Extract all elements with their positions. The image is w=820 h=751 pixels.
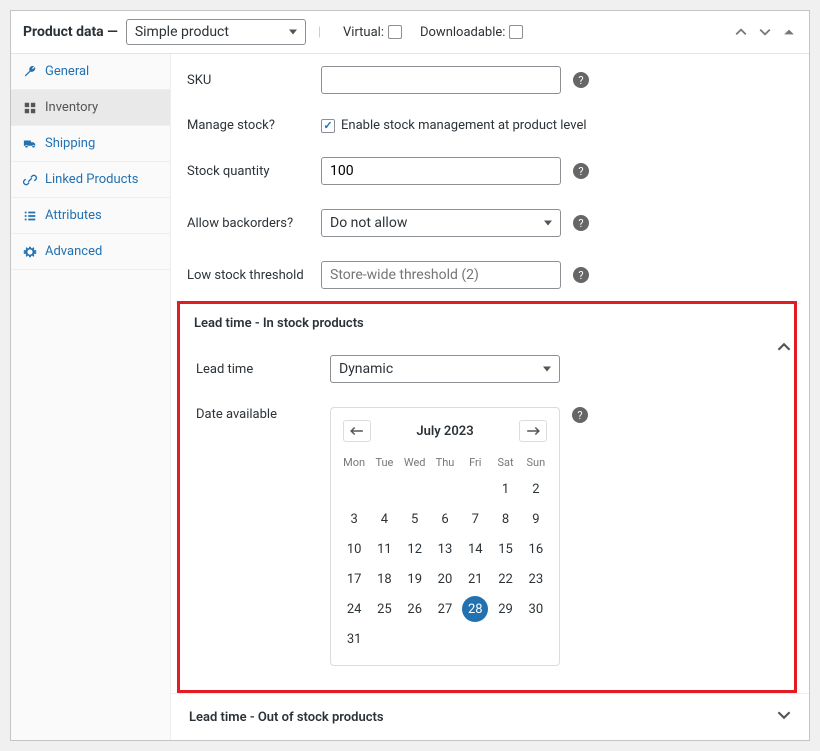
low-stock-row: Low stock threshold ? bbox=[171, 249, 809, 301]
gear-icon bbox=[23, 245, 37, 259]
stock-qty-input[interactable] bbox=[321, 157, 561, 185]
panel-body: GeneralInventoryShippingLinked ProductsA… bbox=[11, 54, 809, 740]
cal-day[interactable]: 23 bbox=[523, 566, 549, 592]
help-icon[interactable]: ? bbox=[572, 407, 588, 423]
product-data-panel: Product data — Simple product | Virtual:… bbox=[10, 10, 810, 741]
lead-time-label: Lead time bbox=[196, 362, 326, 377]
backorders-label: Allow backorders? bbox=[187, 216, 317, 231]
cal-day[interactable]: 6 bbox=[432, 506, 458, 532]
calendar: July 2023MonTueWedThuFriSatSun0000012345… bbox=[330, 407, 560, 666]
sidebar-tab-attributes[interactable]: Attributes bbox=[11, 198, 170, 234]
cal-dow: Sat bbox=[490, 452, 520, 473]
cal-day[interactable]: 11 bbox=[371, 536, 397, 562]
cal-day[interactable]: 8 bbox=[493, 506, 519, 532]
cal-day[interactable]: 30 bbox=[523, 596, 549, 622]
lead-time-highlight: Lead time - In stock products Lead time … bbox=[177, 301, 797, 693]
cal-day[interactable]: 10 bbox=[341, 536, 367, 562]
panel-title: Product data — bbox=[23, 24, 118, 40]
help-icon[interactable]: ? bbox=[573, 267, 589, 283]
sku-input[interactable] bbox=[321, 66, 561, 94]
low-stock-label: Low stock threshold bbox=[187, 268, 317, 283]
sidebar-tab-linked[interactable]: Linked Products bbox=[11, 162, 170, 198]
help-icon[interactable]: ? bbox=[573, 163, 589, 179]
sidebar-tab-shipping[interactable]: Shipping bbox=[11, 126, 170, 162]
date-available-row: Date available July 2023MonTueWedThuFriS… bbox=[180, 395, 794, 678]
tabs-sidebar: GeneralInventoryShippingLinked ProductsA… bbox=[11, 54, 171, 740]
cal-day[interactable]: 12 bbox=[402, 536, 428, 562]
cal-dow: Sun bbox=[521, 452, 551, 473]
virtual-checkbox[interactable]: Virtual: bbox=[343, 25, 402, 40]
sidebar-tab-inventory[interactable]: Inventory bbox=[11, 90, 170, 126]
lead-time-select[interactable]: Dynamic bbox=[330, 355, 560, 383]
inventory-icon bbox=[23, 101, 37, 115]
sku-row: SKU ? bbox=[171, 54, 809, 106]
cal-day[interactable]: 2 bbox=[523, 476, 549, 502]
cal-day[interactable]: 25 bbox=[371, 596, 397, 622]
cal-dow: Wed bbox=[400, 452, 430, 473]
collapse-icon[interactable] bbox=[781, 24, 797, 40]
move-up-icon[interactable] bbox=[733, 24, 749, 40]
checkbox-icon bbox=[321, 119, 335, 133]
manage-stock-row: Manage stock? Enable stock management at… bbox=[171, 106, 809, 145]
cal-dow: Mon bbox=[339, 452, 369, 473]
cal-day[interactable]: 28 bbox=[462, 596, 488, 622]
cal-day[interactable]: 29 bbox=[493, 596, 519, 622]
sidebar-tab-advanced[interactable]: Advanced bbox=[11, 234, 170, 270]
cal-day[interactable]: 14 bbox=[462, 536, 488, 562]
sidebar-tab-general[interactable]: General bbox=[11, 54, 170, 90]
backorders-select[interactable]: Do not allow bbox=[321, 209, 561, 237]
cal-day[interactable]: 16 bbox=[523, 536, 549, 562]
cal-title: July 2023 bbox=[416, 424, 473, 439]
cal-day[interactable]: 9 bbox=[523, 506, 549, 532]
truck-icon bbox=[23, 137, 37, 151]
stock-qty-label: Stock quantity bbox=[187, 164, 317, 179]
date-available-label: Date available bbox=[196, 407, 326, 422]
list-icon bbox=[23, 209, 37, 223]
chevron-down-icon bbox=[777, 708, 791, 726]
cal-dow: Tue bbox=[369, 452, 399, 473]
link-icon bbox=[23, 173, 37, 187]
checkbox-icon bbox=[509, 25, 523, 39]
cal-dow: Fri bbox=[460, 452, 490, 473]
chevron-up-icon bbox=[777, 340, 791, 358]
cal-day[interactable]: 19 bbox=[402, 566, 428, 592]
cal-day[interactable]: 22 bbox=[493, 566, 519, 592]
cal-dow: Thu bbox=[430, 452, 460, 473]
panel-header: Product data — Simple product | Virtual:… bbox=[11, 11, 809, 54]
cal-day[interactable]: 1 bbox=[493, 476, 519, 502]
cal-day[interactable]: 15 bbox=[493, 536, 519, 562]
cal-day[interactable]: 27 bbox=[432, 596, 458, 622]
downloadable-checkbox[interactable]: Downloadable: bbox=[420, 25, 523, 40]
lead-time-in-stock-header[interactable]: Lead time - In stock products bbox=[180, 304, 794, 343]
backorders-row: Allow backorders? Do not allow ? bbox=[171, 197, 809, 249]
lead-time-out-stock-header[interactable]: Lead time - Out of stock products bbox=[171, 693, 809, 740]
stock-qty-row: Stock quantity ? bbox=[171, 145, 809, 197]
cal-day[interactable]: 17 bbox=[341, 566, 367, 592]
low-stock-input[interactable] bbox=[321, 261, 561, 289]
help-icon[interactable]: ? bbox=[573, 72, 589, 88]
cal-day[interactable]: 20 bbox=[432, 566, 458, 592]
tab-content: SKU ? Manage stock? Enable stock managem… bbox=[171, 54, 809, 740]
sku-label: SKU bbox=[187, 73, 317, 88]
wrench-icon bbox=[23, 65, 37, 79]
cal-day[interactable]: 21 bbox=[462, 566, 488, 592]
cal-next-icon[interactable] bbox=[519, 420, 547, 442]
cal-day[interactable]: 7 bbox=[462, 506, 488, 532]
cal-day[interactable]: 31 bbox=[341, 626, 367, 652]
move-down-icon[interactable] bbox=[757, 24, 773, 40]
manage-stock-checkbox[interactable]: Enable stock management at product level bbox=[321, 118, 587, 133]
cal-day[interactable]: 24 bbox=[341, 596, 367, 622]
cal-day[interactable]: 4 bbox=[371, 506, 397, 532]
cal-day[interactable]: 26 bbox=[402, 596, 428, 622]
cal-day[interactable]: 18 bbox=[371, 566, 397, 592]
checkbox-icon bbox=[388, 25, 402, 39]
manage-stock-label: Manage stock? bbox=[187, 118, 317, 133]
cal-day[interactable]: 13 bbox=[432, 536, 458, 562]
cal-day[interactable]: 3 bbox=[341, 506, 367, 532]
cal-day[interactable]: 5 bbox=[402, 506, 428, 532]
help-icon[interactable]: ? bbox=[573, 215, 589, 231]
product-type-select[interactable]: Simple product bbox=[126, 19, 306, 45]
cal-prev-icon[interactable] bbox=[343, 420, 371, 442]
lead-time-row: Lead time Dynamic bbox=[180, 343, 794, 395]
